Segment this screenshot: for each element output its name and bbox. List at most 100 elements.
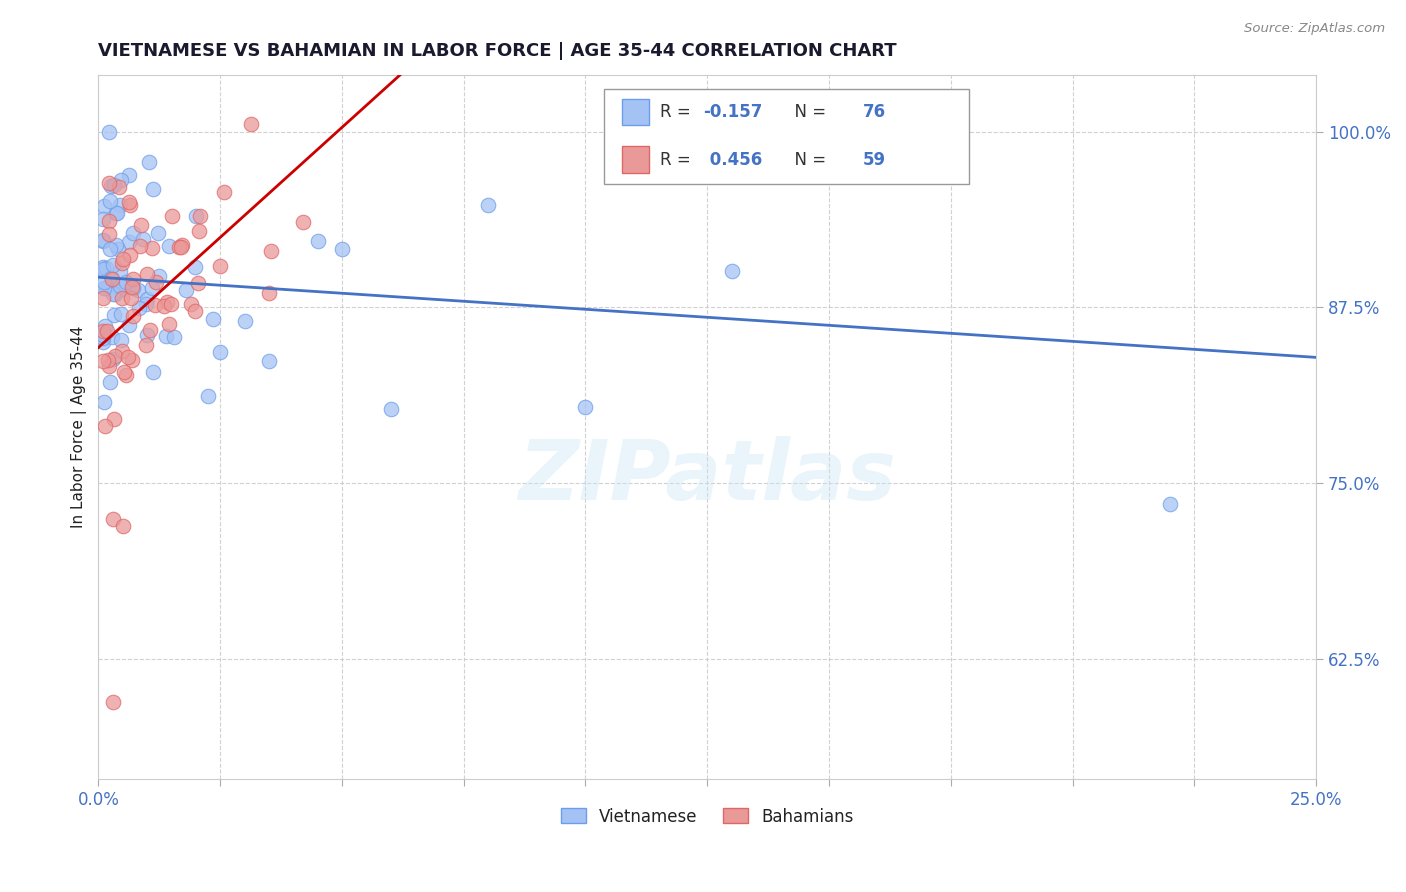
Point: [135, 327, 157, 342]
Point: [91, 260, 114, 275]
Point: [187, 224, 209, 238]
Point: [94, 281, 117, 295]
Point: [120, 248, 142, 262]
Point: [101, 286, 124, 301]
Point: [115, 275, 138, 289]
Point: [112, 365, 135, 379]
Point: [101, 330, 124, 344]
Point: [380, 402, 402, 417]
Point: [128, 239, 150, 253]
Point: [148, 268, 170, 283]
Point: [720, 264, 742, 278]
Point: [101, 279, 124, 293]
Point: [111, 256, 134, 270]
Point: [141, 281, 163, 295]
Point: [128, 301, 150, 315]
Point: [138, 155, 160, 169]
Point: [111, 291, 134, 305]
Point: [155, 329, 177, 343]
Point: [129, 219, 152, 233]
Point: [94, 418, 117, 433]
Point: [98, 242, 121, 256]
Point: [212, 186, 235, 200]
Point: [93, 395, 115, 409]
Point: [184, 303, 207, 318]
Point: [235, 314, 257, 328]
Point: [157, 238, 180, 252]
Point: [93, 199, 115, 213]
Point: [121, 353, 143, 368]
Point: [239, 118, 262, 132]
Point: [156, 295, 179, 310]
Point: [91, 233, 114, 247]
Point: [107, 180, 129, 194]
Point: [122, 226, 145, 240]
Point: [118, 235, 141, 249]
Point: [111, 344, 134, 359]
Point: [136, 293, 159, 307]
Point: [100, 271, 122, 285]
Point: [110, 173, 132, 187]
Point: [108, 278, 131, 293]
Point: [103, 308, 125, 322]
Point: [91, 354, 114, 368]
Point: [138, 323, 160, 337]
Point: [187, 276, 209, 290]
Point: [103, 412, 125, 426]
Point: [110, 264, 132, 278]
Text: ZIPatlas: ZIPatlas: [519, 436, 896, 516]
Point: [122, 272, 145, 286]
Point: [98, 176, 121, 190]
Point: [197, 389, 219, 403]
FancyBboxPatch shape: [621, 99, 648, 126]
Point: [257, 285, 280, 300]
Point: [330, 242, 353, 256]
Point: [157, 317, 180, 331]
Text: N =: N =: [785, 151, 831, 169]
Point: [209, 345, 232, 359]
Point: [121, 309, 143, 323]
Point: [118, 169, 141, 183]
Point: [202, 312, 225, 326]
Point: [98, 359, 121, 374]
Point: [104, 286, 127, 301]
Point: [98, 227, 121, 241]
Point: [132, 231, 155, 245]
FancyBboxPatch shape: [603, 89, 969, 185]
Point: [118, 195, 141, 210]
Point: [101, 351, 124, 366]
Text: 76: 76: [863, 103, 886, 121]
Point: [146, 227, 169, 241]
Point: [91, 324, 114, 338]
Point: [100, 271, 122, 285]
Text: R =: R =: [659, 103, 696, 121]
Text: R =: R =: [659, 151, 696, 169]
Point: [120, 292, 142, 306]
Point: [257, 354, 280, 368]
Point: [105, 237, 128, 252]
Point: [94, 261, 117, 276]
Text: 59: 59: [863, 151, 886, 169]
Point: [120, 198, 142, 212]
Text: Source: ZipAtlas.com: Source: ZipAtlas.com: [1244, 22, 1385, 36]
Point: [122, 281, 145, 295]
Text: VIETNAMESE VS BAHAMIAN IN LABOR FORCE | AGE 35-44 CORRELATION CHART: VIETNAMESE VS BAHAMIAN IN LABOR FORCE | …: [98, 42, 897, 60]
Point: [91, 291, 114, 305]
Point: [101, 694, 124, 708]
Legend: Vietnamese, Bahamians: Vietnamese, Bahamians: [553, 799, 862, 834]
Point: [135, 297, 157, 311]
Text: 0.456: 0.456: [703, 151, 762, 169]
Point: [574, 401, 596, 415]
Text: -0.157: -0.157: [703, 103, 763, 121]
Point: [292, 215, 315, 229]
Point: [111, 282, 134, 296]
Point: [110, 333, 132, 347]
Point: [97, 353, 120, 368]
Point: [115, 368, 138, 383]
Point: [307, 235, 329, 249]
Point: [186, 209, 208, 223]
Point: [145, 275, 167, 289]
Point: [105, 206, 128, 220]
Point: [93, 281, 115, 295]
Point: [98, 124, 121, 138]
